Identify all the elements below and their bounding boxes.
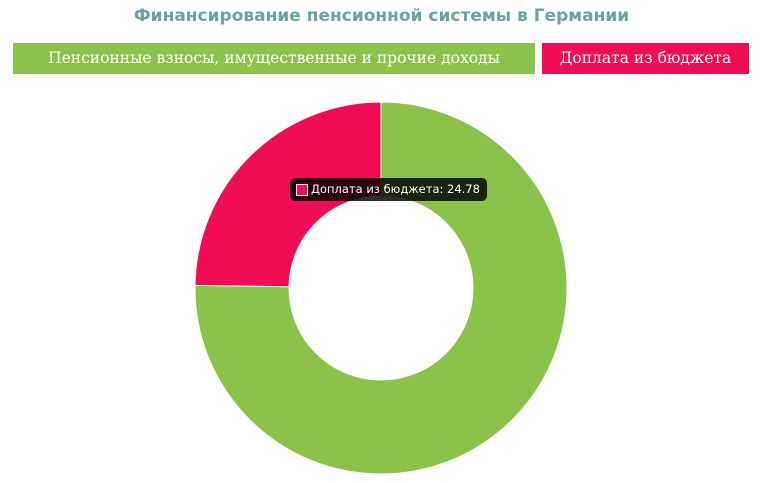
tooltip: Доплата из бюджета: 24.78 bbox=[290, 178, 487, 201]
legend-item-contributions[interactable]: Пенсионные взносы, имущественные и прочи… bbox=[13, 43, 535, 74]
tooltip-text: Доплата из бюджета: 24.78 bbox=[311, 182, 480, 196]
donut-slice-budget-subsidy[interactable] bbox=[194, 101, 382, 288]
chart-title: Финансирование пенсионной системы в Герм… bbox=[133, 6, 630, 26]
legend-item-budget-subsidy[interactable]: Доплата из бюджета bbox=[542, 43, 749, 74]
tooltip-color-swatch bbox=[296, 183, 308, 196]
legend: Пенсионные взносы, имущественные и прочи… bbox=[0, 43, 763, 74]
